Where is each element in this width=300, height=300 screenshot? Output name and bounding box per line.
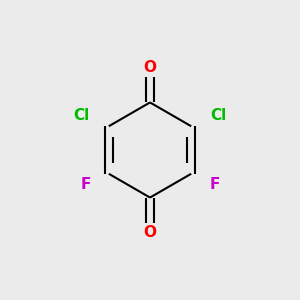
Text: Cl: Cl	[211, 108, 227, 123]
Text: F: F	[209, 177, 220, 192]
Text: F: F	[80, 177, 91, 192]
Text: O: O	[143, 225, 157, 240]
Text: O: O	[143, 60, 157, 75]
Text: Cl: Cl	[73, 108, 89, 123]
